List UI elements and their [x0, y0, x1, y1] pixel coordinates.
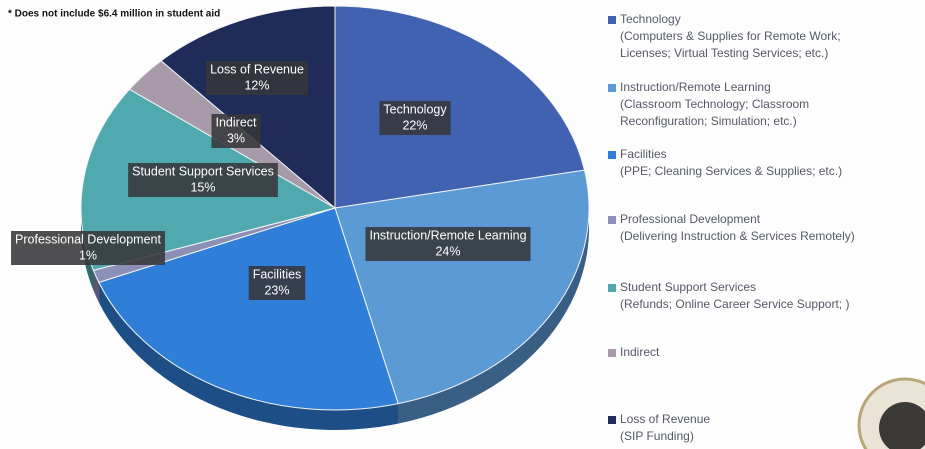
- data-label: Loss of Revenue 12%: [206, 61, 308, 95]
- pie-top: [80, 5, 590, 411]
- legend-label: Loss of Revenue: [620, 412, 710, 426]
- data-label-value: 1%: [79, 248, 97, 262]
- legend-entry: Instruction/Remote Learning (Classroom Te…: [608, 80, 809, 128]
- legend-entry: Loss of Revenue (SIP Funding): [608, 412, 710, 443]
- legend-label: Indirect: [620, 345, 660, 359]
- data-label-name: Student Support Services: [132, 164, 274, 178]
- legend-description: (Computers & Supplies for Remote Work;: [620, 29, 841, 43]
- legend-description: (Classroom Technology; Classroom: [620, 97, 809, 111]
- pie-slice: [98, 207, 399, 411]
- data-label: Instruction/Remote Learning 24%: [365, 227, 531, 261]
- data-label: Professional Development 1%: [11, 231, 165, 265]
- legend-description: (Delivering Instruction & Services Remot…: [620, 229, 855, 243]
- legend-label: Instruction/Remote Learning: [620, 80, 771, 94]
- data-label-name: Facilities: [253, 267, 302, 281]
- legend-label: Student Support Services: [620, 280, 756, 294]
- data-label-box: [128, 163, 278, 197]
- data-label-value: 12%: [244, 78, 269, 92]
- data-label-value: 23%: [264, 283, 289, 297]
- data-label: Facilities 23%: [248, 266, 306, 300]
- legend-entry: Technology (Computers & Supplies for Remo…: [608, 12, 841, 60]
- legend-swatch: [608, 216, 616, 224]
- data-label-name: Technology: [383, 102, 447, 116]
- data-label-name: Professional Development: [15, 232, 161, 246]
- legend-entry: Facilities (PPE; Cleaning Services & Supp…: [608, 147, 842, 178]
- legend-entry: Indirect: [608, 345, 660, 359]
- legend-label: Technology: [620, 12, 681, 26]
- data-label-name: Loss of Revenue: [210, 62, 304, 76]
- legend-entry: Professional Development (Delivering Inst…: [608, 212, 855, 243]
- legend-swatch: [608, 84, 616, 92]
- data-label: Student Support Services 15%: [128, 163, 278, 197]
- legend-swatch: [608, 284, 616, 292]
- footnote: * Does not include $6.4 million in stude…: [8, 9, 220, 20]
- data-label-box: [248, 266, 306, 300]
- legend-swatch: [608, 349, 616, 357]
- data-label-value: 22%: [402, 118, 427, 132]
- legend-description: Licenses; Virtual Testing Services; etc.…: [620, 46, 828, 60]
- data-label: Technology 22%: [379, 101, 451, 135]
- data-label-box: [211, 114, 261, 148]
- data-label-box: [11, 231, 165, 265]
- pie-slice: [160, 5, 336, 210]
- legend-label: Facilities: [620, 147, 667, 161]
- legend-label: Professional Development: [620, 212, 761, 226]
- data-label-name: Indirect: [216, 115, 258, 129]
- legend-swatch: [608, 151, 616, 159]
- data-label-box: [379, 101, 451, 135]
- data-label-box: [206, 61, 308, 95]
- data-label: Indirect 3%: [211, 114, 261, 148]
- data-label-value: 24%: [435, 244, 460, 258]
- legend-entry: Student Support Services (Refunds; Online…: [608, 280, 849, 311]
- legend-swatch: [608, 16, 616, 24]
- data-label-box: [365, 227, 531, 261]
- logo-emblem: [879, 402, 925, 449]
- legend-description: Reconfiguration; Simulation; etc.): [620, 114, 797, 128]
- legend-description: (PPE; Cleaning Services & Supplies; etc.…: [620, 164, 842, 178]
- pie-slice: [334, 5, 586, 209]
- logo: [857, 377, 925, 449]
- legend-swatch: [608, 416, 616, 424]
- data-label-value: 3%: [227, 131, 245, 145]
- data-label-name: Instruction/Remote Learning: [369, 228, 526, 242]
- legend-description: (SIP Funding): [620, 429, 694, 443]
- data-label-value: 15%: [190, 180, 215, 194]
- legend-description: (Refunds; Online Career Service Support;…: [620, 297, 849, 311]
